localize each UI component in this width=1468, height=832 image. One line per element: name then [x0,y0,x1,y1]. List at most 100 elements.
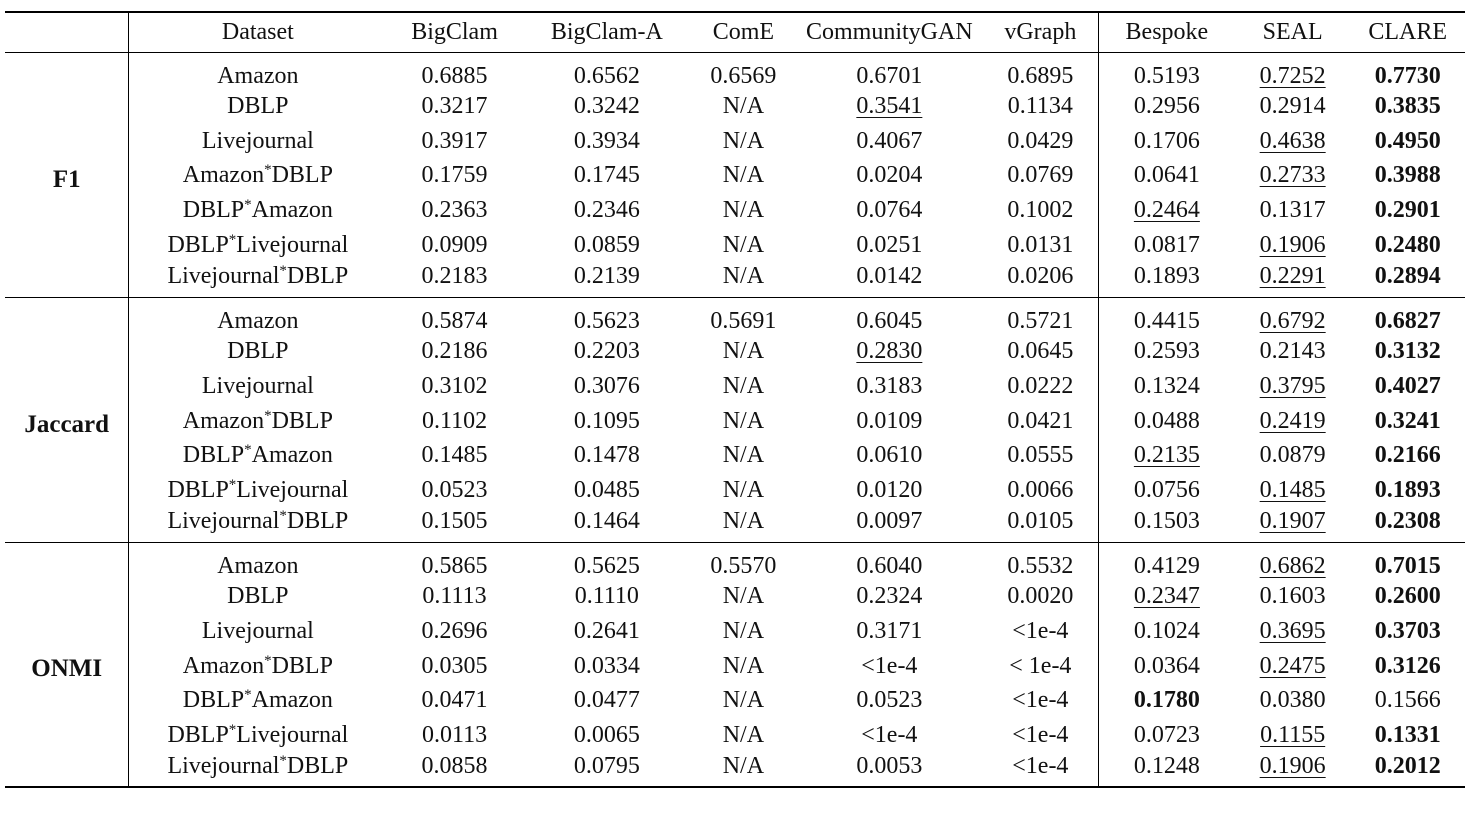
table-row: Livejournal*DBLP 0.0858 0.0795 N/A 0.0053 <1e… [5,752,1465,788]
value-text: 0.1745 [573,162,640,189]
value-text: 0.6827 [1374,307,1441,334]
value-text: 0.6040 [856,552,923,579]
value-cell-bigclam: 0.1113 [386,580,523,615]
value-text: N/A [722,442,765,469]
value-text: 0.0334 [573,652,640,679]
value-cell-vgraph: < 1e-4 [983,649,1099,684]
value-cell-communitygan: 0.0764 [796,193,983,228]
dataset-name: Amazon [182,652,265,679]
value-text: 0.0523 [421,476,488,503]
header-vgraph: vGraph [982,11,1099,53]
value-cell-clare: 0.7730 [1350,52,1465,90]
header-dataset: Dataset [128,11,387,53]
dataset-joiner: * [279,263,287,280]
value-cell-clare: 0.2894 [1350,262,1465,297]
value-text: N/A [722,687,765,714]
dataset-name: DBLP [182,442,245,469]
value-text: 0.6895 [1007,62,1074,89]
dataset-name: DBLP [167,476,229,503]
header-clare: CLARE [1350,11,1465,53]
header-metric-cell [5,11,129,53]
value-cell-vgraph: 0.0206 [983,262,1099,297]
value-cell-clare: 0.2901 [1350,193,1465,228]
value-text: 0.0471 [421,687,488,714]
value-cell-bigclam-a: 0.0795 [523,753,691,788]
value-text: 0.1759 [421,162,488,189]
value-cell-seal: 0.6792 [1235,297,1351,335]
value-text: 0.3541 [856,93,923,120]
value-cell-vgraph: 0.0131 [983,228,1099,263]
value-cell-bespoke: 0.5193 [1097,52,1235,90]
value-text: 0.3217 [421,93,488,120]
value-text: 0.3917 [421,127,488,154]
value-cell-clare: 0.7015 [1350,542,1465,580]
value-cell-bigclam: 0.1485 [386,438,523,473]
value-text: 0.1706 [1133,127,1200,154]
value-text: 0.0859 [573,231,640,258]
value-text: <1e-4 [1012,687,1069,714]
value-cell-bespoke: 0.1024 [1097,614,1235,649]
value-cell-bespoke: 0.2464 [1097,193,1235,228]
value-cell-bigclam-a: 0.1464 [523,508,691,543]
value-cell-vgraph: <1e-4 [983,614,1099,649]
value-cell-vgraph: 0.0555 [983,438,1099,473]
value-text: N/A [722,162,765,189]
dataset-name: DBLP [167,231,229,258]
dataset-name: DBLP [271,652,333,679]
section-jaccard: Jaccard Amazon 0.5874 0.5623 0.5691 0.6045 0.5… [5,297,1465,543]
value-text: 0.4415 [1133,307,1200,334]
dataset-name: Amazon [182,162,265,189]
value-text: 0.4638 [1259,127,1326,154]
dataset-name: Amazon [217,307,299,334]
value-cell-communitygan: 0.6045 [796,297,983,335]
dataset-cell: Amazon [128,297,387,335]
value-cell-vgraph: <1e-4 [983,718,1099,753]
value-cell-bigclam-a: 0.2139 [523,262,691,297]
value-text: N/A [722,127,765,154]
value-cell-seal: 0.2143 [1235,335,1351,370]
value-text: 0.0610 [856,442,923,469]
value-cell-clare: 0.2308 [1350,508,1465,543]
dataset-joiner: * [244,197,252,214]
value-text: 0.1331 [1374,721,1441,748]
value-text: 0.0131 [1007,231,1074,258]
value-cell-bigclam: 0.5874 [386,297,523,335]
value-text: 0.3934 [573,127,640,154]
dataset-joiner: * [228,721,237,738]
value-cell-seal: 0.3795 [1235,369,1351,404]
value-text: 0.2135 [1133,442,1200,469]
dataset-name: Amazon [251,197,333,224]
value-text: 0.4950 [1374,127,1441,154]
value-text: 0.6701 [856,62,923,89]
value-text: 0.0879 [1259,442,1326,469]
value-cell-bigclam-a: 0.3076 [523,369,691,404]
dataset-cell: DBLP [128,89,387,125]
value-cell-bespoke: 0.1503 [1097,507,1235,543]
value-cell-bigclam-a: 0.3242 [523,90,691,125]
value-cell-bespoke: 0.2593 [1097,334,1235,370]
value-cell-come: N/A [691,193,796,228]
value-cell-communitygan: 0.0610 [796,438,983,473]
value-cell-bigclam: 0.2183 [386,262,523,297]
value-cell-communitygan: 0.3183 [796,369,983,404]
dataset-cell: Livejournal [128,124,387,159]
dataset-cell: Livejournal*DBLP [128,262,387,298]
value-cell-bigclam: 0.2186 [386,335,523,370]
metric-label: ONMI [31,655,103,683]
value-text: 0.6885 [421,62,488,89]
value-cell-clare: 0.3988 [1350,159,1465,194]
dataset-name: DBLP [227,338,289,365]
value-text: 0.0222 [1007,372,1074,399]
value-text: 0.3076 [573,372,640,399]
value-cell-come: N/A [691,228,796,263]
value-text: 0.6569 [710,62,777,89]
value-cell-bigclam-a: 0.0859 [523,228,691,263]
value-cell-vgraph: 0.0222 [983,369,1099,404]
value-cell-communitygan: 0.3541 [796,90,983,125]
value-text: <1e-4 [1012,752,1069,779]
value-text: 0.0364 [1133,652,1200,679]
value-text: 0.7015 [1374,552,1441,579]
value-cell-bespoke: 0.4129 [1097,542,1235,580]
table-row: Amazon*DBLP 0.1759 0.1745 N/A 0.0204 0.0769 0.… [5,158,1465,194]
value-cell-bespoke: 0.0817 [1097,227,1235,263]
